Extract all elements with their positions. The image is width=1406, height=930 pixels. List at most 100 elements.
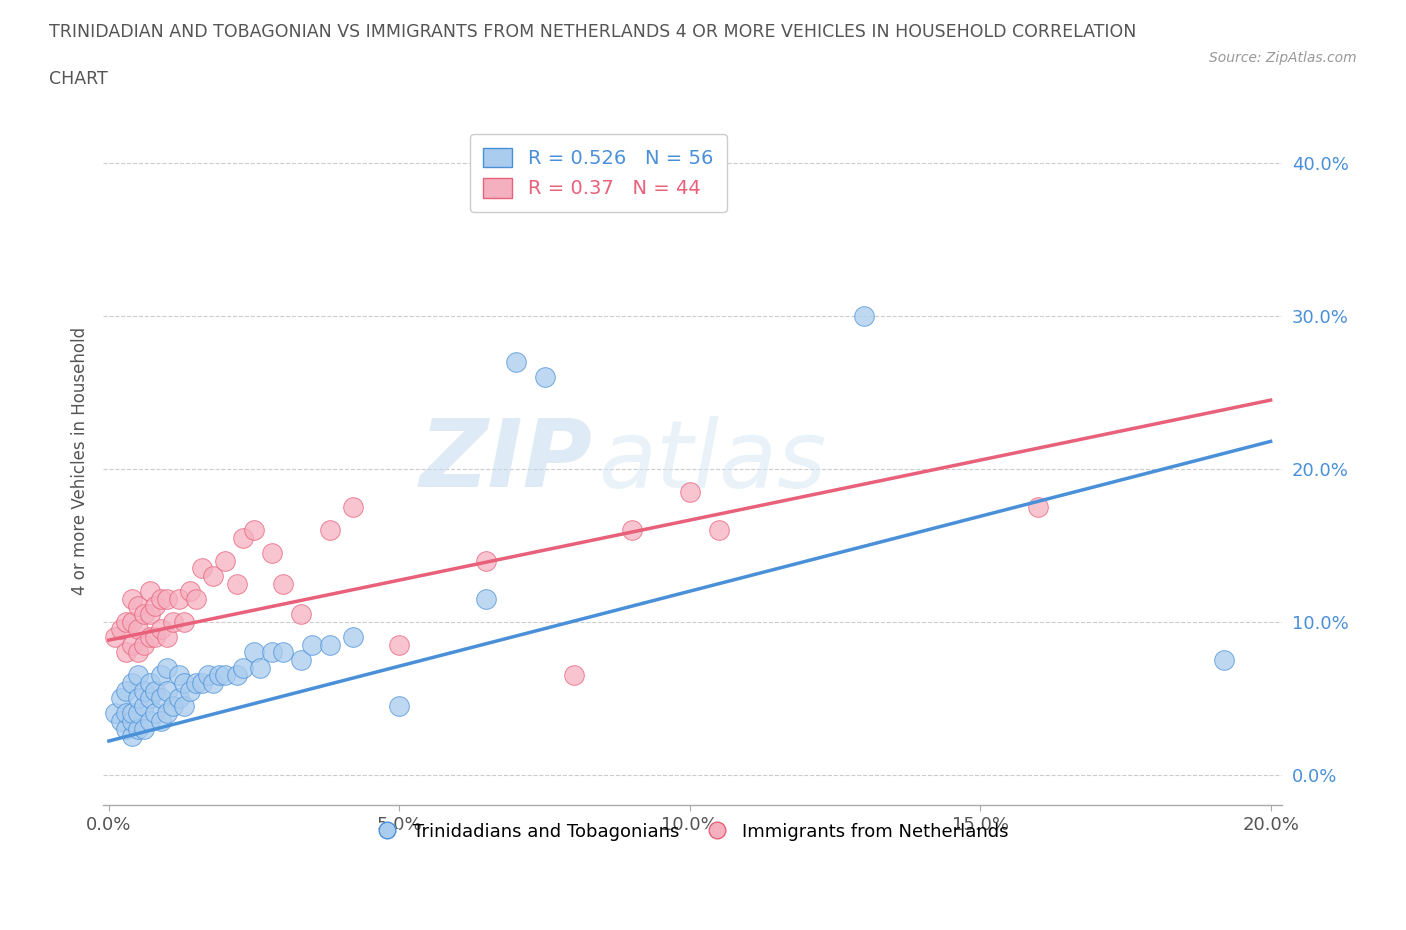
Y-axis label: 4 or more Vehicles in Household: 4 or more Vehicles in Household: [72, 327, 89, 595]
Point: [127, 706, 149, 721]
Point: [115, 722, 138, 737]
Point: [173, 615, 195, 630]
Point: [225, 576, 247, 591]
Point: [110, 622, 132, 637]
Point: [132, 606, 155, 621]
Point: [121, 615, 143, 630]
Point: [138, 713, 160, 728]
Point: [202, 675, 225, 690]
Text: Source: ZipAtlas.com: Source: ZipAtlas.com: [1209, 51, 1357, 65]
Point: [271, 576, 294, 591]
Point: [138, 630, 160, 644]
Point: [150, 691, 173, 706]
Point: [290, 606, 312, 621]
Point: [121, 706, 143, 721]
Point: [562, 668, 585, 683]
Point: [225, 668, 247, 683]
Point: [231, 530, 253, 545]
Point: [138, 606, 160, 621]
Point: [173, 698, 195, 713]
Point: [145, 684, 167, 698]
Point: [179, 684, 201, 698]
Point: [243, 644, 266, 659]
Point: [533, 370, 555, 385]
Point: [197, 668, 219, 683]
Point: [150, 668, 173, 683]
Point: [301, 637, 323, 652]
Point: [150, 713, 173, 728]
Point: [145, 599, 167, 614]
Text: TRINIDADIAN AND TOBAGONIAN VS IMMIGRANTS FROM NETHERLANDS 4 OR MORE VEHICLES IN : TRINIDADIAN AND TOBAGONIAN VS IMMIGRANTS…: [49, 23, 1136, 41]
Point: [127, 668, 149, 683]
Point: [156, 591, 179, 606]
Point: [121, 713, 143, 728]
Point: [132, 684, 155, 698]
Point: [173, 675, 195, 690]
Point: [208, 668, 231, 683]
Point: [104, 706, 127, 721]
Point: [342, 630, 364, 644]
Point: [214, 553, 236, 568]
Point: [138, 584, 160, 599]
Point: [202, 568, 225, 583]
Point: [388, 637, 411, 652]
Point: [127, 722, 149, 737]
Point: [249, 660, 271, 675]
Text: atlas: atlas: [599, 416, 827, 507]
Text: ZIP: ZIP: [419, 416, 592, 507]
Point: [707, 523, 730, 538]
Point: [1213, 653, 1236, 668]
Point: [184, 591, 207, 606]
Point: [121, 675, 143, 690]
Point: [138, 675, 160, 690]
Point: [271, 644, 294, 659]
Point: [1026, 499, 1049, 514]
Point: [104, 630, 127, 644]
Point: [150, 622, 173, 637]
Point: [184, 675, 207, 690]
Point: [260, 644, 283, 659]
Point: [231, 660, 253, 675]
Point: [243, 523, 266, 538]
Point: [132, 698, 155, 713]
Point: [121, 591, 143, 606]
Point: [156, 630, 179, 644]
Point: [167, 591, 190, 606]
Point: [290, 653, 312, 668]
Point: [679, 485, 702, 499]
Text: CHART: CHART: [49, 70, 108, 87]
Point: [121, 637, 143, 652]
Point: [132, 722, 155, 737]
Point: [127, 644, 149, 659]
Point: [145, 630, 167, 644]
Point: [505, 354, 527, 369]
Point: [191, 561, 214, 576]
Point: [167, 691, 190, 706]
Point: [110, 691, 132, 706]
Point: [150, 591, 173, 606]
Point: [620, 523, 643, 538]
Point: [853, 309, 876, 324]
Point: [214, 668, 236, 683]
Point: [475, 591, 498, 606]
Point: [127, 599, 149, 614]
Point: [191, 675, 214, 690]
Point: [388, 698, 411, 713]
Point: [156, 684, 179, 698]
Point: [318, 523, 340, 538]
Point: [127, 691, 149, 706]
Point: [132, 637, 155, 652]
Point: [110, 713, 132, 728]
Point: [260, 546, 283, 561]
Point: [115, 684, 138, 698]
Point: [162, 698, 184, 713]
Point: [318, 637, 340, 652]
Point: [179, 584, 201, 599]
Point: [162, 615, 184, 630]
Point: [156, 660, 179, 675]
Point: [156, 706, 179, 721]
Point: [167, 668, 190, 683]
Point: [121, 729, 143, 744]
Legend: Trinidadians and Tobagonians, Immigrants from Netherlands: Trinidadians and Tobagonians, Immigrants…: [370, 816, 1017, 848]
Point: [115, 615, 138, 630]
